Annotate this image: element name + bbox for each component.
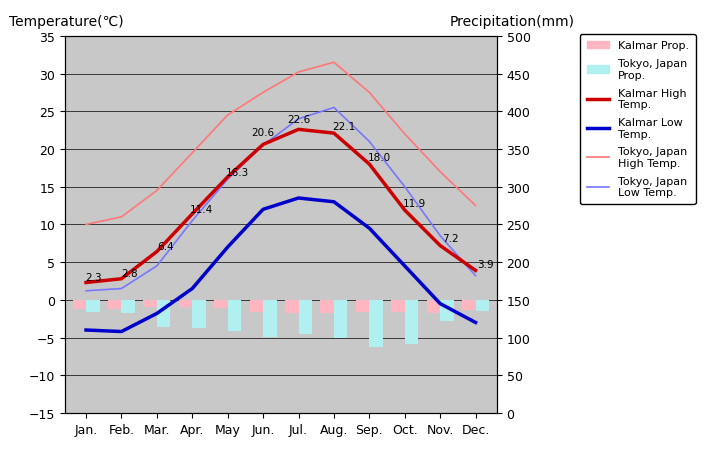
Text: 6.4: 6.4 (158, 242, 174, 252)
Text: 18.0: 18.0 (368, 152, 391, 162)
Text: 22.6: 22.6 (287, 115, 310, 124)
Bar (369, 300, 383, 347)
Bar (86, 300, 99, 312)
Bar (157, 300, 171, 327)
Bar (427, 300, 440, 314)
Text: 16.3: 16.3 (226, 167, 249, 177)
Text: 2.8: 2.8 (121, 269, 138, 279)
Bar (192, 300, 206, 328)
Bar (215, 300, 228, 308)
Bar (334, 300, 347, 338)
Bar (475, 300, 489, 312)
Bar (108, 300, 122, 309)
Bar (462, 300, 475, 310)
Text: 11.4: 11.4 (189, 204, 212, 214)
Bar (143, 300, 157, 307)
Bar (440, 300, 454, 321)
Text: Precipitation(mm): Precipitation(mm) (449, 15, 575, 29)
Text: 11.9: 11.9 (403, 198, 426, 208)
Bar (356, 300, 369, 313)
Text: 22.1: 22.1 (332, 121, 356, 131)
Text: 20.6: 20.6 (251, 128, 274, 138)
Bar (405, 300, 418, 345)
Bar (122, 300, 135, 313)
Bar (73, 300, 86, 309)
Bar (320, 300, 334, 314)
Legend: Kalmar Prop., Tokyo, Japan
Prop., Kalmar High
Temp., Kalmar Low
Temp., Tokyo, Ja: Kalmar Prop., Tokyo, Japan Prop., Kalmar… (580, 35, 696, 205)
Bar (391, 300, 405, 313)
Bar (250, 300, 263, 313)
Bar (179, 300, 192, 307)
Text: 7.2: 7.2 (442, 234, 459, 243)
Bar (285, 300, 299, 314)
Text: 2.3: 2.3 (86, 273, 102, 283)
Bar (228, 300, 241, 331)
Text: 3.9: 3.9 (477, 259, 494, 269)
Bar (299, 300, 312, 335)
Text: Temperature(℃): Temperature(℃) (9, 15, 123, 29)
Bar (263, 300, 276, 337)
